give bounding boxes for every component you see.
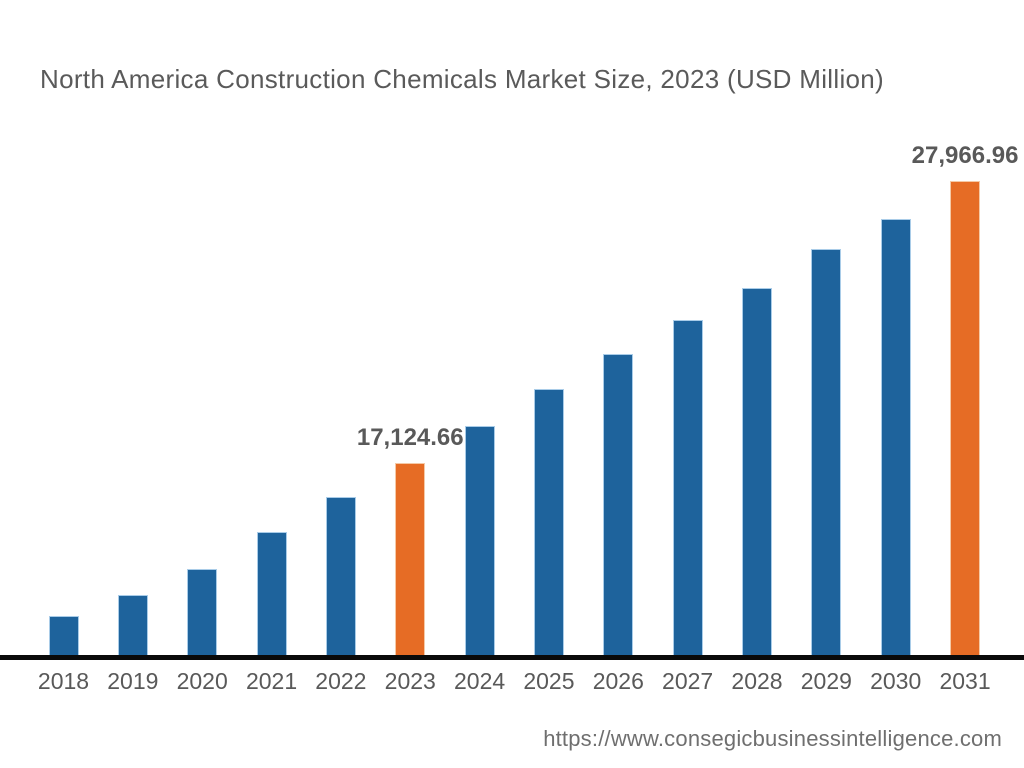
x-tick-2031: 2031 — [939, 668, 991, 694]
x-tick-2030: 2030 — [870, 668, 922, 694]
x-tick-2021: 2021 — [245, 668, 298, 694]
bar-2023 — [395, 463, 426, 656]
x-tick-2023: 2023 — [384, 668, 436, 694]
x-tick-2018: 2018 — [37, 668, 90, 694]
x-axis-line — [0, 655, 1024, 660]
bar-2025 — [533, 389, 564, 656]
source-url[interactable]: https://www.consegicbusinessintelligence… — [543, 726, 1002, 751]
bar-2018 — [48, 616, 79, 656]
plot-area: 17,124.66 27,966.96 — [48, 142, 1019, 656]
x-tick-2026: 2026 — [592, 668, 644, 694]
bar-2019 — [117, 595, 148, 656]
bar-2028 — [742, 288, 772, 656]
bar-2030 — [880, 219, 911, 656]
bar-2021 — [256, 532, 287, 656]
x-tick-2019: 2019 — [107, 668, 159, 694]
x-tick-2024: 2024 — [454, 668, 506, 694]
x-tick-2020: 2020 — [176, 668, 228, 694]
bar-2029 — [811, 249, 842, 656]
bar-2027 — [672, 320, 703, 656]
bar-2020 — [187, 569, 218, 656]
x-tick-2028: 2028 — [731, 668, 783, 694]
x-tick-2025: 2025 — [523, 668, 575, 694]
bar-2026 — [603, 354, 634, 656]
data-label-2023: 17,124.66 — [356, 424, 464, 451]
x-tick-2029: 2029 — [800, 668, 852, 694]
data-label-2031: 27,966.96 — [911, 142, 1019, 169]
bar-2031 — [950, 181, 981, 656]
bar-2022 — [325, 497, 356, 656]
x-tick-2022: 2022 — [315, 668, 367, 694]
x-tick-2027: 2027 — [662, 668, 714, 694]
bar-2024 — [464, 426, 495, 656]
chart-title: North America Construction Chemicals Mar… — [40, 64, 885, 94]
